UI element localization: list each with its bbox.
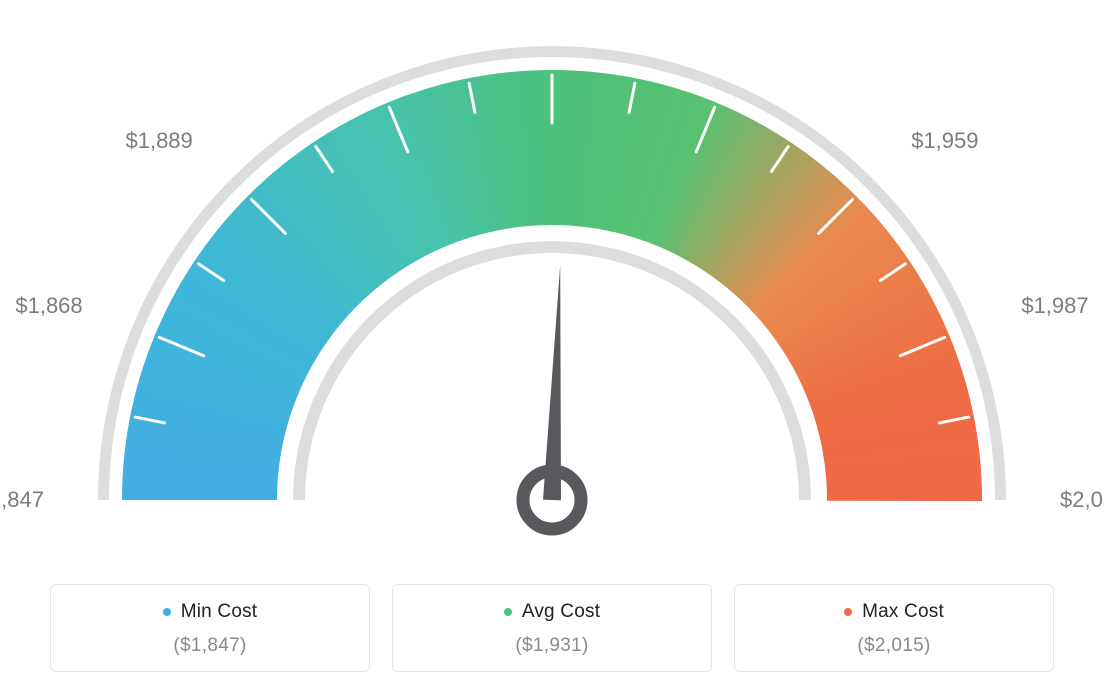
gauge-tick-label: $1,889 (125, 128, 192, 154)
legend-title-min: Min Cost (163, 601, 258, 623)
legend-card-avg: Avg Cost ($1,931) (392, 584, 712, 672)
legend-value: ($1,847) (61, 635, 359, 657)
gauge-tick-label: $1,847 (0, 487, 44, 513)
gauge-tick-label: $1,959 (911, 128, 978, 154)
legend-title-avg: Avg Cost (504, 601, 600, 623)
legend-value: ($2,015) (745, 635, 1043, 657)
legend-label: Avg Cost (522, 601, 600, 623)
legend-label: Min Cost (181, 601, 258, 623)
dot-icon (163, 608, 171, 616)
legend-title-max: Max Cost (844, 601, 944, 623)
gauge-chart-container: $1,847$1,868$1,889$1,931$1,959$1,987$2,0… (0, 0, 1104, 690)
legend-value: ($1,931) (403, 635, 701, 657)
gauge-tick-label: $1,987 (1021, 293, 1088, 319)
dot-icon (844, 608, 852, 616)
gauge-tick-label: $1,868 (15, 293, 82, 319)
gauge-tick-label: $2,015 (1060, 487, 1104, 513)
legend-card-max: Max Cost ($2,015) (734, 584, 1054, 672)
legend-card-min: Min Cost ($1,847) (50, 584, 370, 672)
dot-icon (504, 608, 512, 616)
legend-label: Max Cost (862, 601, 944, 623)
gauge-chart (0, 0, 1104, 560)
legend-row: Min Cost ($1,847) Avg Cost ($1,931) Max … (0, 584, 1104, 672)
